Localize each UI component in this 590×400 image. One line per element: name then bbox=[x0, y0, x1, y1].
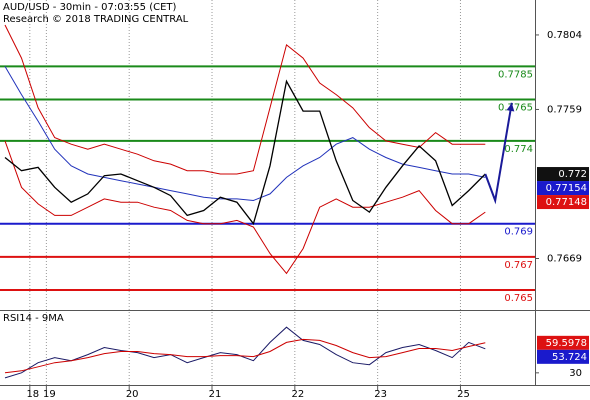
price-label: 53.724 bbox=[552, 352, 587, 363]
y-tick-label: 0.7804 bbox=[547, 30, 582, 41]
x-tick-label: 25 bbox=[457, 389, 470, 400]
level-label: 0.769 bbox=[504, 227, 533, 238]
chart-title: AUD/USD - 30min - 07:03:55 (CET) bbox=[3, 2, 177, 13]
series-line bbox=[4, 326, 486, 379]
level-label: 0.774 bbox=[504, 144, 533, 155]
x-tick-label: 21 bbox=[209, 389, 222, 400]
series-line bbox=[4, 140, 486, 275]
series-line bbox=[4, 79, 486, 226]
y-tick-label: 0.7669 bbox=[547, 253, 582, 264]
level-label: 0.765 bbox=[504, 293, 533, 304]
price-label: 0.772 bbox=[558, 169, 587, 180]
panel-title: RSI14 - 9MA bbox=[3, 313, 64, 324]
x-tick-label: 20 bbox=[126, 389, 139, 400]
price-label-box bbox=[537, 349, 589, 364]
x-tick-label: 22 bbox=[291, 389, 304, 400]
x-tick-label: 19 bbox=[43, 389, 56, 400]
price-label-box bbox=[537, 181, 589, 196]
level-label: 0.767 bbox=[504, 260, 533, 271]
projection-line bbox=[484, 102, 513, 205]
price-label-box bbox=[537, 195, 589, 210]
price-label: 59.5978 bbox=[546, 338, 587, 349]
level-label: 0.7765 bbox=[498, 103, 533, 114]
series-line bbox=[4, 66, 486, 202]
price-label: 0.77154 bbox=[546, 183, 587, 194]
price-label: 0.77148 bbox=[546, 197, 587, 208]
price-label-box bbox=[537, 167, 589, 182]
x-tick-label: 18 bbox=[26, 389, 39, 400]
price-label-box bbox=[537, 335, 589, 350]
series-line bbox=[4, 24, 486, 175]
x-tick-label: 23 bbox=[374, 389, 387, 400]
projection-arrowhead bbox=[506, 102, 515, 112]
y-tick-label: 0.7759 bbox=[547, 104, 582, 115]
level-label: 0.7785 bbox=[498, 69, 533, 80]
chart-subtitle: Research © 2018 TRADING CENTRAL bbox=[3, 14, 189, 25]
series-line bbox=[4, 338, 486, 374]
y-tick-label: 30 bbox=[569, 368, 582, 379]
